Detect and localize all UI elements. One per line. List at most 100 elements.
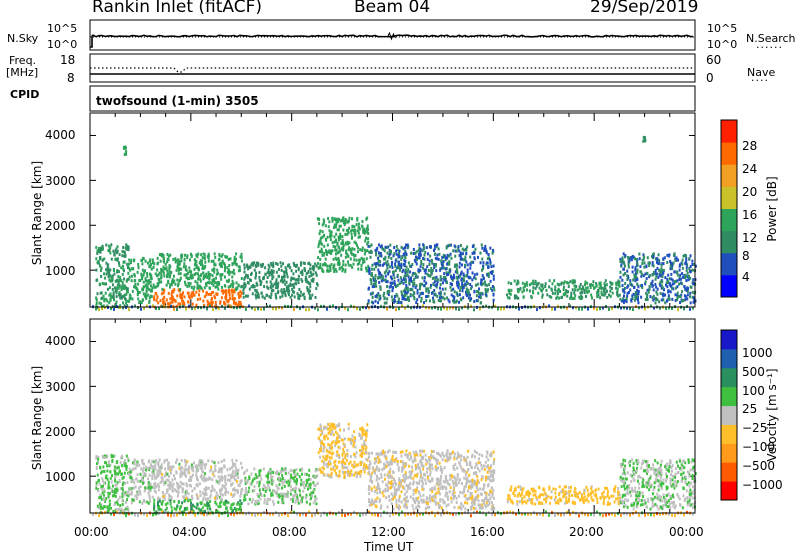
velocity-cell <box>139 480 141 483</box>
power-cell <box>402 295 404 298</box>
velocity-cell <box>205 479 207 482</box>
velocity-cell <box>338 446 340 449</box>
velocity-cell <box>267 498 269 501</box>
power-cell <box>304 269 306 272</box>
power-cell <box>466 245 468 248</box>
velocity-cell <box>109 503 111 506</box>
power-cell <box>632 270 634 273</box>
power-cell <box>407 296 409 299</box>
power-cell <box>333 258 335 261</box>
power-cell <box>385 269 387 272</box>
power-cell <box>395 269 397 272</box>
power-cell <box>337 220 339 223</box>
power-cell <box>673 262 675 265</box>
velocity-cell <box>138 490 140 493</box>
power-cell <box>394 280 396 283</box>
power-cell <box>647 256 649 259</box>
power-cell <box>278 275 280 278</box>
power-cell <box>319 240 321 243</box>
power-cell <box>408 299 410 302</box>
power-cell <box>636 295 638 298</box>
power-cell <box>169 283 171 286</box>
power-cell <box>248 266 250 269</box>
power-cell <box>394 295 396 298</box>
power-cell <box>266 294 268 297</box>
power-cell <box>309 263 311 266</box>
power-cell <box>377 294 379 297</box>
power-cell <box>211 302 213 305</box>
power-cell <box>235 252 237 255</box>
power-cell <box>452 249 454 252</box>
power-cell <box>197 298 199 301</box>
power-cell <box>391 295 393 298</box>
velocity-cell <box>310 497 312 500</box>
power-cell <box>497 307 499 310</box>
power-cell <box>643 266 645 269</box>
velocity-cell <box>298 502 300 505</box>
power-cell <box>394 283 396 286</box>
velocity-cell <box>346 459 348 462</box>
power-cell <box>689 295 691 298</box>
power-cell <box>350 249 352 252</box>
power-cell <box>124 153 126 156</box>
power-cell <box>384 297 386 300</box>
power-cell <box>286 281 288 284</box>
velocity-cell <box>418 505 420 508</box>
power-cell <box>365 267 367 270</box>
power-cell <box>367 237 369 240</box>
power-cell <box>361 225 363 228</box>
power-cell <box>684 285 686 288</box>
power-cell <box>412 294 414 297</box>
power-cell <box>428 263 430 266</box>
velocity-cell <box>450 486 452 489</box>
power-cell <box>144 295 146 298</box>
power-cell <box>553 279 555 282</box>
power-cell <box>356 259 358 262</box>
velocity-cell <box>104 456 106 459</box>
power-cell <box>139 279 141 282</box>
velocity-cell <box>97 489 99 492</box>
power-cell <box>344 268 346 271</box>
power-cell <box>402 269 404 272</box>
power-cell <box>180 272 182 275</box>
power-cell <box>325 239 327 242</box>
power-cell <box>327 244 329 247</box>
power-cell <box>121 296 123 299</box>
velocity-cell <box>474 455 476 458</box>
velocity-cell <box>254 477 256 480</box>
velocity-cell <box>157 462 159 465</box>
velocity-cell <box>460 458 462 461</box>
power-cell <box>587 308 589 311</box>
power-cell <box>646 295 648 298</box>
power-cell <box>271 264 273 267</box>
velocity-cell <box>277 501 279 504</box>
velocity-cell <box>146 501 148 504</box>
velocity-cell <box>240 462 242 465</box>
velocity-cell <box>116 466 118 469</box>
power-cell <box>353 248 355 251</box>
power-cell <box>386 308 388 311</box>
velocity-cell <box>125 468 127 471</box>
velocity-cell <box>165 503 167 506</box>
power-cell <box>266 286 268 289</box>
velocity-cell <box>295 487 297 490</box>
power-cell <box>548 285 550 288</box>
velocity-cell <box>248 477 250 480</box>
power-cell <box>249 288 251 291</box>
power-cell <box>260 308 262 311</box>
velocity-cell <box>180 506 182 509</box>
velocity-cell <box>363 465 365 468</box>
power-cell <box>456 291 458 294</box>
power-cell <box>552 292 554 295</box>
velocity-cell <box>133 462 135 465</box>
power-cell <box>388 290 390 293</box>
power-cell <box>404 263 406 266</box>
power-cell <box>369 270 371 273</box>
power-cell <box>490 287 492 290</box>
power-cell <box>683 299 685 302</box>
velocity-cell <box>211 460 213 463</box>
power-cell <box>222 289 224 292</box>
power-cell <box>398 298 400 301</box>
velocity-cell <box>208 487 210 490</box>
power-cell <box>628 263 630 266</box>
